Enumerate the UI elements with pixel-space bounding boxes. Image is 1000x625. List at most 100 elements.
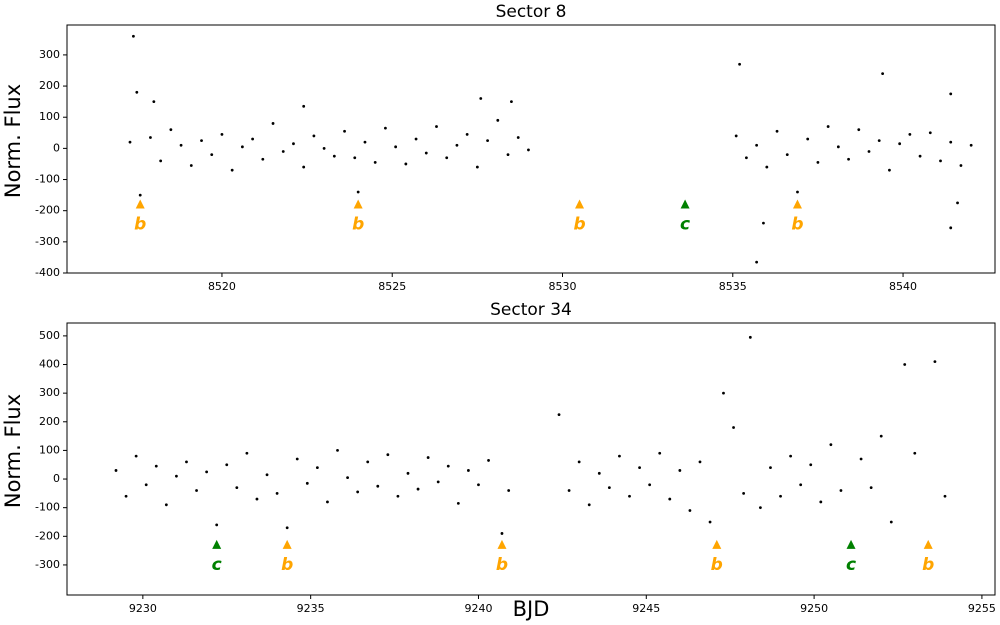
data-point (346, 476, 349, 480)
data-point (939, 159, 942, 163)
data-point (829, 443, 833, 447)
data-point (416, 487, 420, 491)
x-tick-label: 9240 (464, 602, 492, 615)
data-point (135, 90, 139, 94)
data-point (435, 125, 438, 128)
data-point (169, 128, 173, 132)
data-point (506, 153, 510, 157)
data-point (698, 460, 702, 464)
transit-label: b (573, 214, 585, 234)
data-point (185, 460, 188, 464)
data-point (879, 434, 883, 438)
data-point (134, 454, 138, 458)
data-point (826, 125, 830, 128)
data-point (265, 473, 269, 477)
data-point (597, 471, 601, 475)
data-point (755, 260, 759, 264)
data-point (292, 142, 295, 146)
x-tick-label: 9250 (800, 602, 828, 615)
transit-marker (282, 539, 292, 549)
data-point (124, 494, 128, 498)
data-point (312, 134, 316, 138)
data-point (114, 469, 118, 472)
data-point (859, 457, 863, 461)
transit-label: c (846, 555, 856, 575)
data-point (755, 143, 759, 147)
data-point (638, 466, 641, 469)
data-point (446, 464, 450, 468)
x-tick-label: 8520 (208, 280, 236, 293)
data-point (305, 481, 309, 485)
y-tick-label: 100 (39, 443, 60, 456)
data-point (356, 490, 360, 494)
data-point (618, 454, 621, 458)
data-point (688, 509, 692, 512)
data-point (138, 193, 142, 197)
data-point (189, 164, 193, 167)
data-point (220, 132, 224, 136)
data-point (363, 140, 367, 144)
plot-frame (66, 322, 996, 596)
data-point (496, 118, 500, 122)
data-point (487, 459, 490, 462)
data-point (159, 159, 163, 163)
transit-label: b (922, 555, 934, 575)
data-point (658, 451, 662, 455)
data-point (302, 165, 306, 169)
data-point (722, 391, 725, 395)
data-point (255, 497, 259, 501)
transit-marker (212, 539, 222, 549)
data-point (913, 451, 917, 455)
data-point (744, 156, 748, 160)
y-tick-label: 300 (39, 48, 60, 61)
data-point (888, 168, 891, 172)
data-point (152, 100, 156, 104)
data-point (587, 503, 591, 507)
data-point (486, 139, 489, 142)
data-point (394, 145, 398, 149)
transit-label: b (352, 214, 364, 234)
y-tick-label: -400 (35, 266, 60, 279)
data-point (898, 142, 902, 146)
data-point (732, 426, 735, 429)
data-point (144, 483, 148, 487)
data-point (628, 494, 631, 498)
data-point (943, 494, 947, 498)
data-point (235, 486, 239, 490)
data-point (426, 456, 430, 459)
data-point (175, 474, 178, 478)
transit-label: b (791, 214, 803, 234)
data-point (668, 497, 672, 501)
data-point (225, 463, 229, 467)
data-point (908, 132, 912, 136)
data-point (869, 486, 873, 490)
transit-label: c (680, 214, 690, 234)
data-point (748, 335, 752, 339)
x-tick-label: 9235 (297, 602, 325, 615)
data-point (648, 483, 652, 487)
data-point (769, 466, 772, 469)
data-point (132, 34, 135, 38)
transit-label: b (496, 555, 508, 575)
data-point (414, 137, 418, 141)
data-point (261, 157, 265, 161)
data-point (210, 153, 214, 157)
y-tick-label: -200 (35, 204, 60, 217)
data-point (516, 136, 520, 139)
data-point (164, 503, 168, 507)
y-tick-label: 200 (39, 79, 60, 92)
y-tick-label: -300 (35, 235, 60, 248)
y-tick-label: -100 (35, 501, 60, 514)
data-point (903, 363, 907, 366)
data-point (949, 92, 953, 96)
data-point (881, 72, 885, 76)
data-point (949, 140, 953, 144)
data-point (758, 506, 762, 510)
data-point (557, 413, 561, 417)
data-point (436, 480, 440, 484)
data-point (366, 460, 370, 464)
panel-title: Sector 8 (496, 2, 567, 22)
data-point (465, 132, 469, 136)
data-point (956, 201, 959, 205)
